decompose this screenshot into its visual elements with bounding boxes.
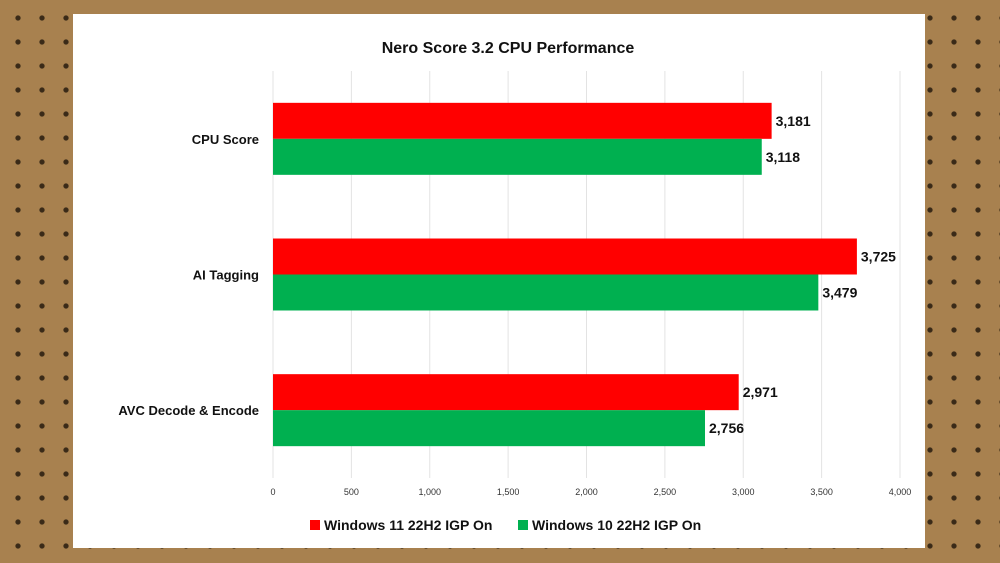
data-label: 2,971 [743, 384, 778, 400]
x-tick-label: 3,000 [732, 487, 755, 497]
bar [273, 410, 706, 447]
bar [273, 102, 772, 139]
data-label: 3,181 [776, 113, 811, 129]
legend-label: Windows 11 22H2 IGP On [324, 517, 492, 533]
bar [273, 138, 762, 175]
legend-swatch [518, 520, 528, 530]
x-tick-label: 1,500 [497, 487, 520, 497]
chart-title: Nero Score 3.2 CPU Performance [382, 40, 635, 57]
x-tick-label: 4,000 [889, 487, 912, 497]
x-tick-label: 2,000 [575, 487, 598, 497]
category-label: AI Tagging [193, 268, 259, 283]
bar [273, 374, 739, 411]
data-label: 3,479 [822, 285, 857, 301]
x-tick-label: 500 [344, 487, 359, 497]
chart-panel: 0 500 1,000 1,500 2,000 2,500 3,000 3,500 4,000 … [73, 14, 925, 548]
x-tick-label: 3,500 [810, 487, 833, 497]
data-label: 3,118 [766, 149, 800, 165]
data-label: 2,756 [709, 420, 744, 436]
bar [273, 274, 819, 311]
data-label: 3,725 [861, 249, 896, 265]
category-label: AVC Decode & Encode [118, 403, 259, 418]
x-tick-label: 0 [270, 487, 275, 497]
legend-label: Windows 10 22H2 IGP On [532, 517, 701, 533]
x-tick-label: 2,500 [654, 487, 677, 497]
x-tick-label: 1,000 [418, 487, 441, 497]
legend-swatch [310, 520, 320, 530]
category-label: CPU Score [192, 132, 259, 147]
bar [273, 238, 857, 275]
bar-chart: 0 500 1,000 1,500 2,000 2,500 3,000 3,500 4,000 … [118, 40, 912, 533]
